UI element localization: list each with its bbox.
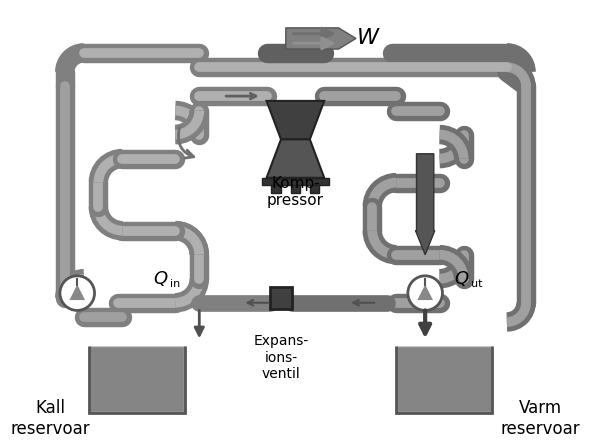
- Bar: [271, 288, 291, 308]
- Text: $Q$: $Q$: [153, 269, 168, 288]
- Polygon shape: [267, 101, 324, 140]
- Bar: [262, 178, 329, 186]
- Bar: [310, 186, 319, 193]
- Text: Komp-
pressor: Komp- pressor: [267, 176, 324, 208]
- Text: $Q$: $Q$: [454, 269, 469, 288]
- Text: $W$: $W$: [356, 28, 381, 48]
- Bar: [398, 348, 491, 412]
- Circle shape: [408, 276, 443, 311]
- Polygon shape: [89, 346, 185, 413]
- Text: Expans-
ions-
ventil: Expans- ions- ventil: [254, 334, 309, 381]
- Polygon shape: [417, 284, 433, 300]
- Polygon shape: [70, 284, 85, 300]
- Bar: [291, 186, 300, 193]
- Text: Kall
reservoar: Kall reservoar: [11, 399, 90, 438]
- Polygon shape: [267, 140, 324, 178]
- Text: Varm
reservoar: Varm reservoar: [501, 399, 580, 438]
- FancyArrowPatch shape: [178, 128, 194, 158]
- Text: ut: ut: [471, 280, 483, 289]
- Polygon shape: [397, 346, 492, 413]
- Bar: [90, 348, 183, 412]
- Text: in: in: [170, 280, 181, 289]
- FancyArrow shape: [286, 28, 356, 49]
- FancyArrow shape: [415, 154, 435, 255]
- Circle shape: [60, 276, 95, 311]
- Bar: [271, 186, 281, 193]
